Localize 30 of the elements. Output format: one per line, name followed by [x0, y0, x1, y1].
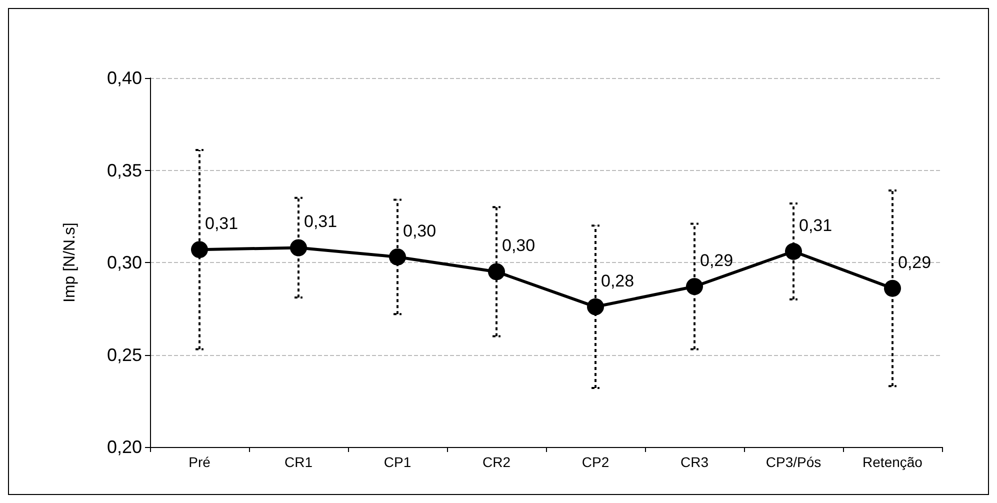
data-label: 0,28	[601, 271, 634, 290]
point	[290, 239, 307, 256]
point	[686, 278, 703, 295]
y-tick-label: 0,20	[106, 437, 142, 457]
x-tick-label: CP2	[582, 454, 610, 470]
x-tick-label: CP1	[384, 454, 412, 470]
data-label: 0,29	[700, 250, 734, 270]
y-tick-label: 0,30	[106, 252, 142, 272]
data-label: 0,31	[304, 212, 338, 232]
point	[884, 280, 901, 297]
data-label: 0,31	[799, 216, 832, 235]
x-tick-label: CR2	[482, 454, 511, 470]
data-label: 0,29	[898, 252, 932, 272]
point	[587, 298, 604, 316]
y-tick-label: 0,40	[106, 68, 142, 88]
x-tick-label: Pré	[188, 454, 211, 470]
point	[488, 263, 505, 280]
y-tick-label: 0,35	[106, 160, 142, 180]
point	[389, 248, 406, 266]
point	[785, 242, 802, 260]
y-axis-title: Imp [N/N.s]	[62, 222, 78, 303]
y-tick-label: 0,25	[106, 344, 142, 365]
data-label: 0,31	[205, 214, 238, 234]
x-tick-label: CR3	[680, 454, 709, 470]
x-tick-label: Retenção	[862, 454, 923, 470]
point	[191, 241, 208, 258]
data-label: 0,30	[502, 236, 536, 256]
x-tick-label: CR1	[284, 454, 313, 470]
data-label: 0,30	[403, 221, 436, 240]
x-tick-label: CP3/Pós	[766, 454, 822, 470]
